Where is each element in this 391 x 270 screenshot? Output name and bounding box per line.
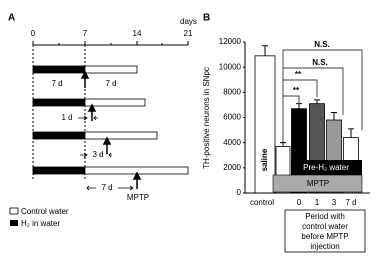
error-bar bbox=[348, 128, 354, 138]
day-tick: 0 bbox=[31, 29, 36, 38]
period-note: Period with bbox=[305, 212, 345, 221]
error-bar bbox=[314, 99, 320, 104]
injection-arrows bbox=[80, 70, 142, 189]
period-note: injection bbox=[310, 242, 339, 251]
legend-swatch bbox=[10, 220, 18, 226]
error-bar bbox=[296, 103, 302, 109]
legend-label: H₂ in water bbox=[21, 219, 60, 228]
day-tick: 21 bbox=[184, 29, 193, 38]
row-label: 7 d bbox=[101, 183, 112, 192]
x-tick-label: 7 d bbox=[345, 198, 356, 207]
panel-label: A bbox=[8, 13, 15, 24]
x-tick-label: control bbox=[250, 198, 274, 207]
y-axis-label: TH-positive neurons in SNpc bbox=[202, 67, 211, 169]
day-tick: 7 bbox=[83, 29, 88, 38]
period-note: before MPTP bbox=[301, 232, 348, 241]
bar bbox=[254, 55, 276, 194]
significance-label: ** bbox=[295, 70, 302, 79]
period-note: control water bbox=[302, 222, 348, 231]
error-bar bbox=[280, 142, 286, 147]
error-bar bbox=[331, 111, 337, 121]
significance-brackets bbox=[282, 49, 363, 145]
y-tick-label: 8000 bbox=[223, 87, 241, 96]
legend-swatch bbox=[9, 207, 19, 215]
row-label: 7 d bbox=[51, 79, 62, 88]
panel-label: B bbox=[203, 13, 210, 24]
x-tick-label: 0 bbox=[297, 198, 302, 207]
pre-h2-box bbox=[291, 160, 362, 175]
day-tick: 14 bbox=[133, 29, 142, 38]
pre-h2-label: Pre-H₂ water bbox=[303, 163, 349, 172]
y-tick-label: 10000 bbox=[219, 62, 242, 71]
significance-label: N.S. bbox=[314, 40, 330, 49]
y-tick-label: 12000 bbox=[219, 37, 242, 46]
panel-b: B TH-positive neurons in SNpc 0 2000 4000 6… bbox=[202, 13, 370, 253]
x-tick-label: 1 bbox=[315, 198, 320, 207]
mptp-box bbox=[272, 174, 363, 193]
interval-arrows bbox=[78, 115, 134, 191]
panel-a: A days 0 7 14 21 7 d bbox=[8, 13, 197, 228]
row-label: 1 d bbox=[61, 113, 72, 122]
row-label: 7 d bbox=[105, 79, 116, 88]
significance-label: N.S. bbox=[312, 58, 328, 67]
row-label: 3 d bbox=[92, 150, 103, 159]
timeline-ticks bbox=[32, 41, 189, 45]
x-tick-label: 3 bbox=[332, 198, 337, 207]
y-tick-label: 0 bbox=[237, 188, 242, 197]
injection-label: MPTP bbox=[127, 193, 149, 202]
error-bar bbox=[262, 45, 268, 56]
y-tick-label: 2000 bbox=[223, 163, 241, 172]
axis-unit: days bbox=[180, 17, 197, 26]
significance-label: ** bbox=[293, 86, 300, 95]
period-box bbox=[284, 209, 366, 253]
y-tick-label: 4000 bbox=[223, 138, 241, 147]
legend-label: Control water bbox=[21, 207, 69, 216]
mptp-label: MPTP bbox=[307, 179, 329, 188]
saline-label: saline bbox=[260, 148, 269, 171]
y-tick-label: 6000 bbox=[223, 113, 241, 122]
